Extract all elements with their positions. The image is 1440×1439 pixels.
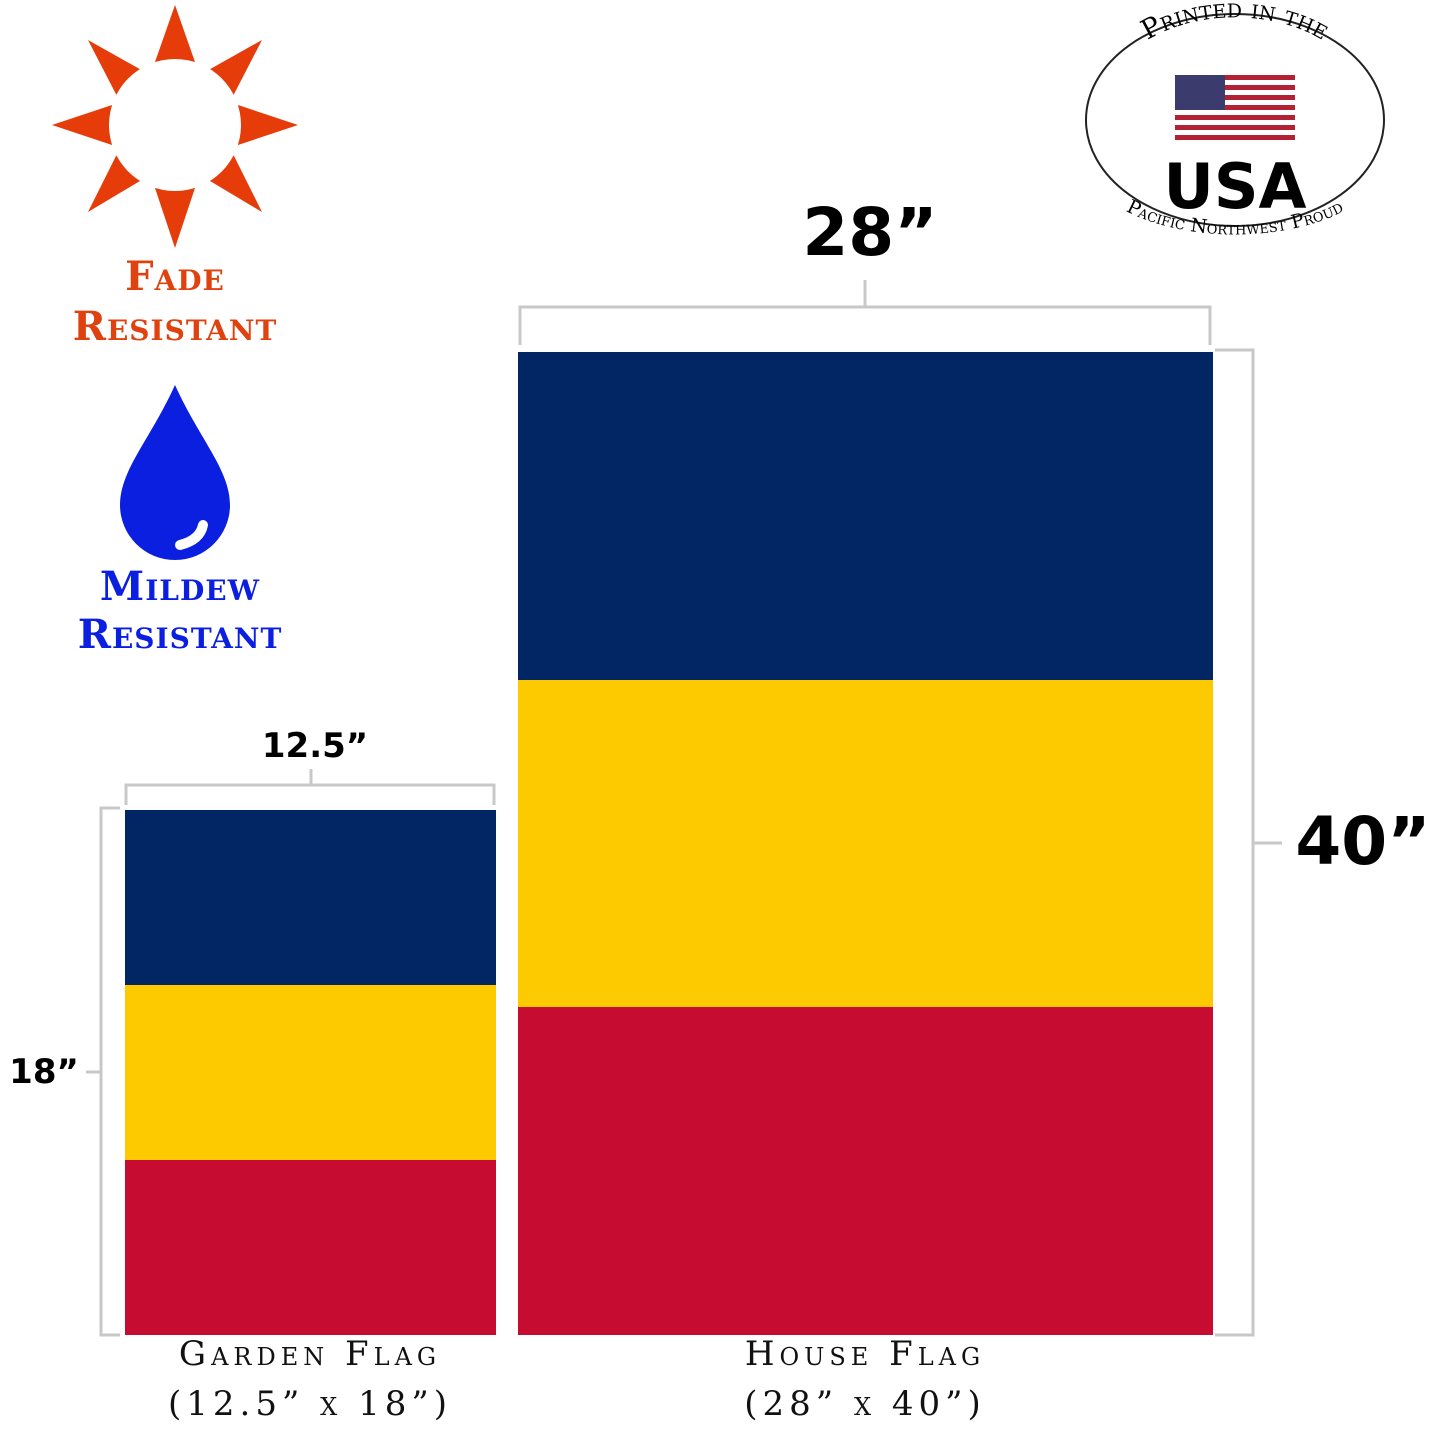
dimension-label: 12.5”	[262, 726, 368, 766]
caption: Garden Flag	[179, 1334, 441, 1374]
feature-text: Resistant	[73, 303, 278, 350]
feature-text: Fade	[125, 253, 225, 300]
bracket	[124, 769, 496, 805]
seal-country: USA	[1164, 150, 1307, 223]
bracket	[1215, 348, 1282, 1337]
dimension-label: 28”	[802, 194, 937, 271]
bracket	[86, 806, 120, 1337]
caption: House Flag	[745, 1334, 985, 1374]
us-flag	[1175, 75, 1295, 140]
dimension-label: 40”	[1295, 803, 1430, 880]
feature-text: Mildew	[100, 563, 260, 610]
feature-text: Resistant	[78, 611, 283, 658]
bracket	[518, 280, 1212, 345]
seal: Printed in the Pacific Northwest Proud U…	[1085, 0, 1385, 240]
garden-flag	[125, 810, 496, 1335]
house-flag	[518, 352, 1213, 1335]
dimension-label: 18”	[9, 1052, 79, 1092]
caption: (12.5” x 18”)	[168, 1384, 452, 1424]
caption: (28” x 40”)	[744, 1384, 986, 1424]
drop-icon	[120, 385, 230, 560]
sun-icon	[52, 5, 298, 248]
